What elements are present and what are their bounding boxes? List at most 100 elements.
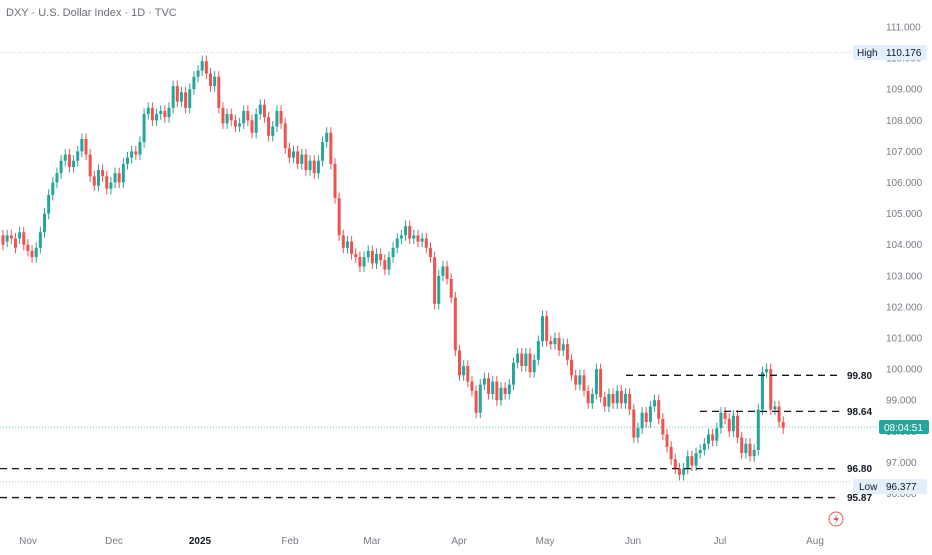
- candle-body: [271, 126, 275, 136]
- candle-body: [43, 213, 46, 233]
- candle: [134, 145, 138, 161]
- candle: [520, 347, 524, 372]
- candle: [624, 388, 627, 409]
- candle: [765, 363, 769, 378]
- candle-body: [179, 92, 183, 102]
- candle: [13, 232, 17, 254]
- candle: [408, 220, 412, 245]
- candle: [22, 226, 26, 251]
- candle-body: [752, 449, 756, 457]
- candle-body: [358, 257, 362, 267]
- candle-body: [1, 235, 5, 245]
- candle-body: [341, 235, 345, 248]
- candle: [43, 208, 46, 238]
- candle: [155, 108, 159, 126]
- candle-body: [677, 468, 681, 475]
- y-tick-label: 99.000: [886, 396, 917, 407]
- candle: [719, 407, 723, 434]
- candle-series: [1, 55, 785, 481]
- level-label: 96.80: [847, 464, 872, 475]
- candle-body: [420, 238, 424, 242]
- candle: [200, 55, 204, 77]
- candle-body: [532, 359, 536, 373]
- candle: [126, 152, 129, 170]
- candle-body: [109, 182, 113, 189]
- current-price-background: [879, 420, 929, 434]
- candle-body: [175, 86, 179, 102]
- candle: [694, 447, 698, 472]
- candle: [391, 242, 395, 263]
- candle-body: [217, 76, 221, 108]
- candle: [387, 251, 391, 276]
- candle-body: [682, 468, 686, 475]
- candle-body: [196, 70, 200, 77]
- candle: [748, 438, 752, 462]
- candle: [669, 441, 673, 465]
- candle-body: [644, 412, 648, 422]
- candle: [603, 391, 607, 413]
- candle-body: [267, 117, 271, 136]
- level-label: 99.80: [847, 371, 872, 382]
- candle: [731, 410, 735, 437]
- candle-body: [773, 406, 777, 410]
- candle-body: [541, 316, 544, 342]
- candle: [516, 347, 520, 369]
- candle-body: [63, 154, 67, 161]
- candle-body: [300, 154, 304, 164]
- y-tick-label: 96.000: [886, 489, 917, 500]
- candle-body: [184, 92, 188, 108]
- candle-body: [570, 359, 574, 376]
- y-tick-label: 105.000: [886, 209, 923, 220]
- candle: [113, 167, 117, 189]
- x-tick-label: Dec: [105, 536, 123, 547]
- candle-body: [553, 338, 557, 345]
- candle: [292, 145, 295, 164]
- candle: [458, 344, 461, 381]
- candle-body: [574, 375, 578, 385]
- candle-body: [781, 421, 785, 429]
- lightning-icon[interactable]: [828, 511, 844, 527]
- candle-body: [130, 151, 134, 158]
- candle-body: [628, 393, 632, 410]
- candle: [88, 148, 92, 182]
- high-tag: High 110.176: [853, 45, 927, 60]
- candle-body: [594, 369, 598, 394]
- candle-body: [760, 372, 764, 410]
- candle-body: [462, 365, 466, 376]
- horizontal-levels: 99.80 98.64 96.80 95.87: [0, 371, 872, 504]
- candle: [777, 400, 781, 428]
- candle: [619, 385, 623, 409]
- candle-body: [777, 406, 781, 422]
- candle-body: [229, 114, 233, 121]
- candle: [375, 248, 378, 269]
- candle: [395, 232, 399, 254]
- candle-body: [723, 412, 727, 419]
- candle: [366, 245, 370, 263]
- candle: [163, 105, 167, 123]
- candle: [254, 108, 258, 139]
- candle-body: [47, 194, 51, 214]
- candle-body: [557, 338, 561, 351]
- candle: [532, 354, 536, 378]
- candle-body: [159, 110, 163, 115]
- candle: [345, 235, 349, 254]
- candle: [453, 291, 457, 357]
- candle: [101, 164, 105, 182]
- candle: [727, 413, 731, 437]
- candle-body: [665, 434, 669, 447]
- candle: [433, 251, 437, 310]
- candle-body: [445, 266, 449, 279]
- candle-body: [13, 238, 17, 248]
- candle: [428, 242, 432, 263]
- candle: [333, 158, 337, 204]
- candle: [379, 248, 383, 266]
- candle-body: [321, 142, 325, 161]
- candle-body: [511, 362, 515, 385]
- candle: [640, 407, 644, 434]
- candle: [744, 438, 748, 459]
- candle-body: [395, 238, 399, 248]
- candle: [470, 375, 474, 397]
- candle-body: [711, 434, 715, 441]
- candle-body: [474, 390, 478, 413]
